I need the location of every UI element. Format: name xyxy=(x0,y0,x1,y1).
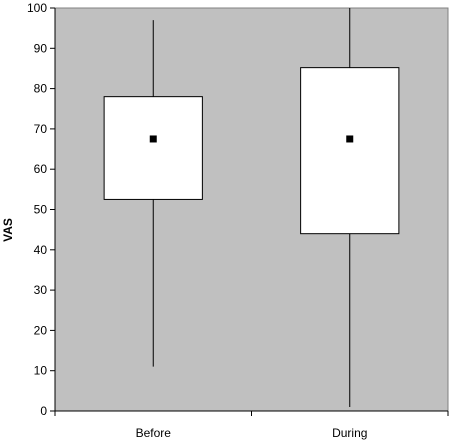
boxes-group xyxy=(103,8,400,407)
box-during xyxy=(300,67,400,235)
mean-marker-before xyxy=(149,135,157,143)
y-tick-label: 30 xyxy=(34,283,48,297)
y-tick-label: 60 xyxy=(34,162,48,176)
mean-marker-during xyxy=(346,135,354,143)
y-tick-label: 0 xyxy=(40,404,47,418)
y-tick-label: 100 xyxy=(27,1,47,15)
y-tick-label: 20 xyxy=(34,323,48,337)
y-tick-label: 90 xyxy=(34,41,48,55)
x-axis: Before During xyxy=(54,410,449,440)
box-before xyxy=(103,96,203,200)
y-axis-title: VAS xyxy=(1,218,15,242)
y-tick-label: 40 xyxy=(34,243,48,257)
y-tick-label: 80 xyxy=(34,82,48,96)
x-tick-label: Before xyxy=(136,426,172,440)
y-axis: 0 10 20 30 40 50 60 70 80 90 100 xyxy=(27,1,56,418)
y-tick-label: 70 xyxy=(34,122,48,136)
y-tick-label: 50 xyxy=(34,203,48,217)
x-tick-label: During xyxy=(332,426,367,440)
y-tick-label: 10 xyxy=(34,364,48,378)
